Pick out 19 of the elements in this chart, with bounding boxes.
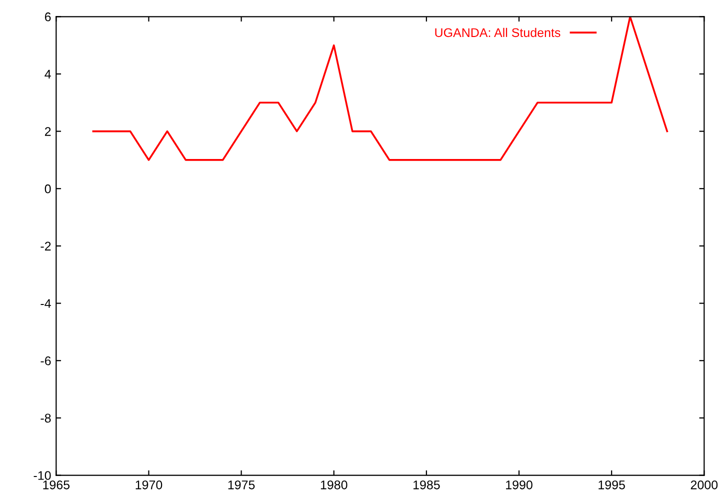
y-tick-label: 0 <box>44 184 51 194</box>
y-tick-label: 6 <box>44 12 51 22</box>
x-tick-label: 1975 <box>228 480 255 490</box>
x-tick-label: 2000 <box>690 480 718 490</box>
x-tick-label: 1995 <box>598 480 625 490</box>
y-tick-label: -10 <box>34 471 51 480</box>
line-series <box>92 16 668 161</box>
y-tick-label: 4 <box>44 70 51 78</box>
x-tick-label: 1970 <box>136 480 162 490</box>
legend-label: UGANDA: All Students <box>435 28 560 38</box>
x-tick-label: 1980 <box>320 480 348 490</box>
x-tick-label: 1965 <box>43 480 70 490</box>
y-tick-label: -4 <box>40 299 51 308</box>
x-tick-label: 1990 <box>506 480 532 490</box>
y-tick-label: 2 <box>44 127 51 136</box>
y-tick-label: -2 <box>40 242 51 250</box>
x-tick-label: 1985 <box>413 480 440 490</box>
y-tick-label: -8 <box>40 414 51 423</box>
y-tick-label: -6 <box>40 356 51 366</box>
